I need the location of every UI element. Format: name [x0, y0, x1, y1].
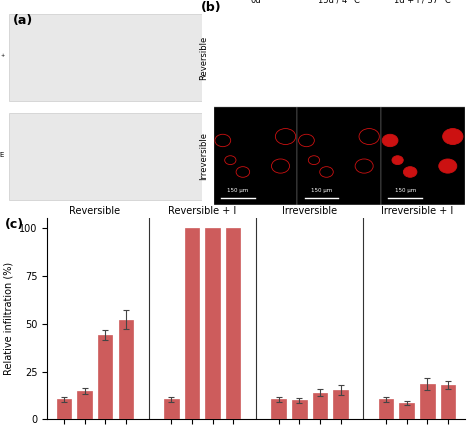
Text: 150 µm: 150 µm: [311, 286, 332, 291]
Bar: [297, 107, 381, 205]
Circle shape: [392, 156, 403, 165]
Text: 150 µm: 150 µm: [394, 187, 416, 193]
Circle shape: [443, 128, 463, 145]
Bar: [292, 400, 307, 419]
Text: Irreversible: Irreversible: [282, 206, 337, 217]
Bar: [77, 391, 92, 419]
Text: AG-Co$^{2+}$: AG-Co$^{2+}$: [0, 52, 6, 63]
Text: 150 µm: 150 µm: [227, 286, 248, 291]
Bar: [205, 228, 220, 419]
Bar: [226, 228, 240, 419]
Circle shape: [443, 227, 463, 243]
Bar: [98, 335, 112, 419]
Circle shape: [403, 166, 417, 177]
Text: (a): (a): [13, 15, 34, 27]
Text: 0d: 0d: [250, 0, 261, 5]
Bar: [420, 384, 435, 419]
Circle shape: [382, 134, 398, 147]
Text: Reversible + I: Reversible + I: [168, 206, 237, 217]
Bar: [313, 392, 327, 419]
Circle shape: [392, 254, 403, 263]
Bar: [400, 403, 414, 419]
Circle shape: [439, 159, 457, 173]
Bar: [381, 205, 465, 304]
Bar: [297, 205, 381, 304]
Text: 150 µm: 150 µm: [394, 286, 416, 291]
Bar: [214, 107, 297, 205]
Circle shape: [439, 257, 457, 272]
Text: Irreversible: Irreversible: [200, 132, 209, 180]
Bar: [164, 399, 179, 419]
Bar: [381, 107, 465, 205]
Circle shape: [382, 233, 398, 245]
Text: 150 µm: 150 µm: [227, 187, 248, 193]
Bar: [333, 390, 348, 419]
Bar: [441, 385, 455, 419]
Bar: [9, 113, 202, 199]
Bar: [379, 399, 393, 419]
Text: (c): (c): [5, 218, 24, 231]
Text: Reversible: Reversible: [200, 36, 209, 80]
Text: AG-Co$^{2+}$/E: AG-Co$^{2+}$/E: [0, 150, 6, 162]
Text: 15d / 4 °C: 15d / 4 °C: [318, 0, 360, 5]
Bar: [57, 399, 71, 419]
Text: Reversible: Reversible: [69, 206, 120, 217]
Bar: [118, 320, 133, 419]
Text: 1d + I / 37 °C: 1d + I / 37 °C: [394, 0, 451, 5]
Text: Irreversible + I: Irreversible + I: [381, 206, 453, 217]
Bar: [185, 228, 199, 419]
Text: (b): (b): [201, 1, 222, 14]
Text: 150 µm: 150 µm: [311, 187, 332, 193]
Bar: [214, 205, 297, 304]
Bar: [9, 15, 202, 101]
Y-axis label: Relative infiltration (%): Relative infiltration (%): [4, 262, 14, 375]
Circle shape: [403, 265, 417, 276]
Bar: [272, 399, 286, 419]
